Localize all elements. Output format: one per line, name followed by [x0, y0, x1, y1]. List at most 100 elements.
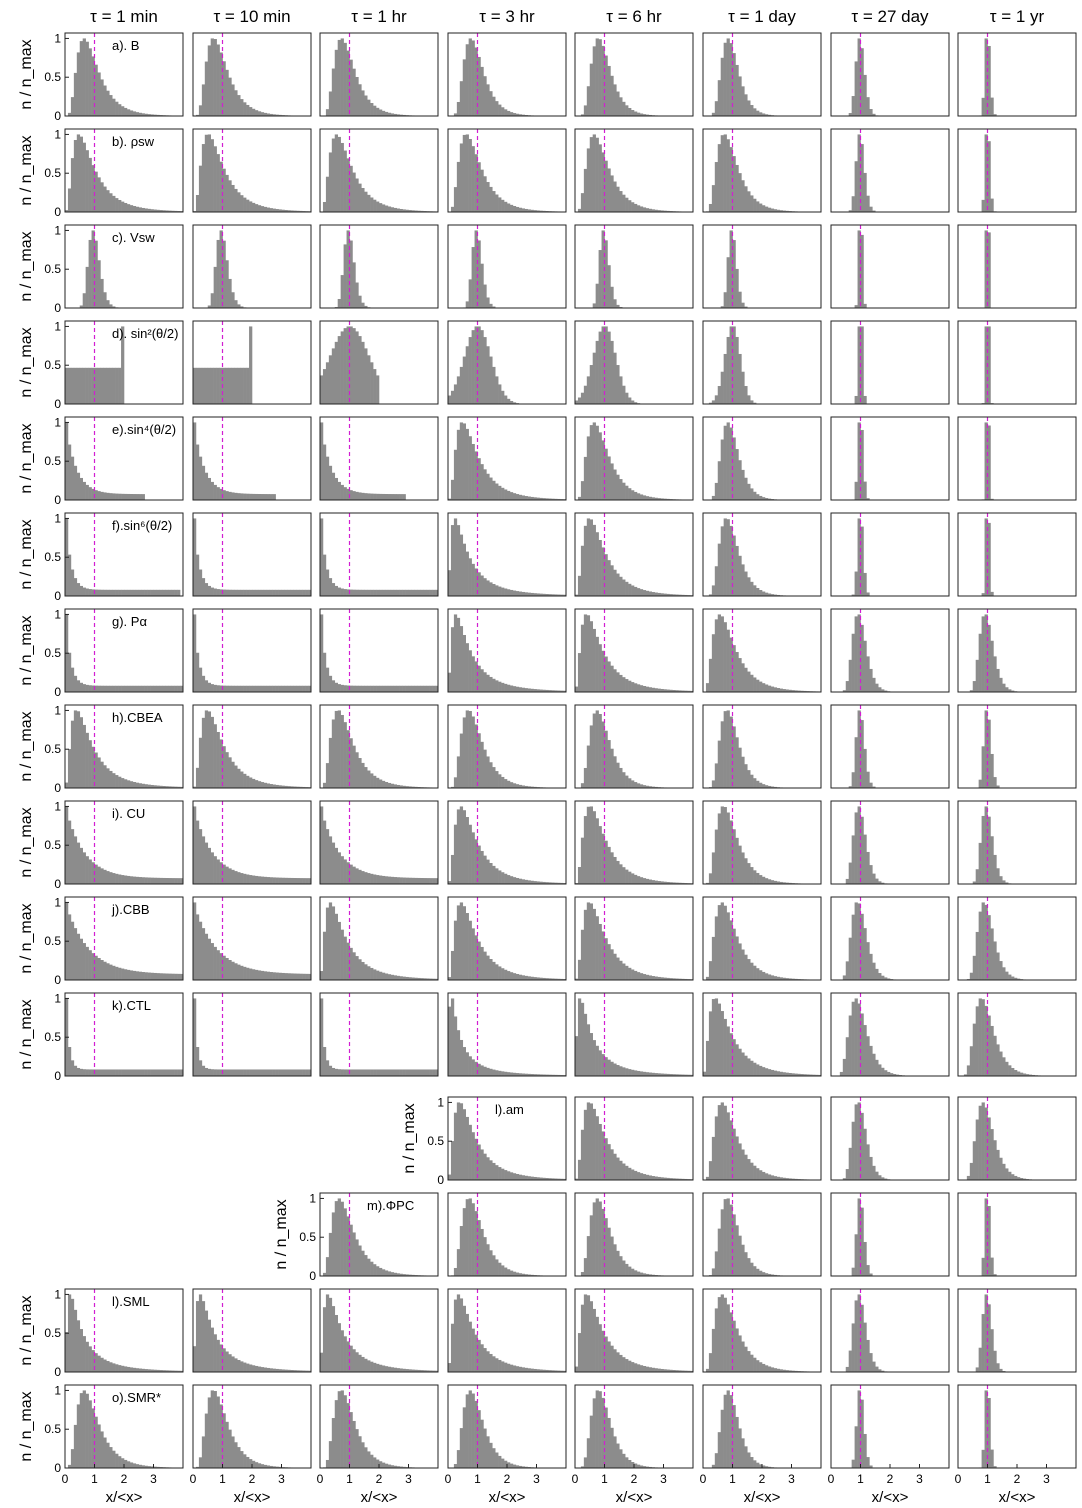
bar: [625, 198, 628, 212]
bar: [100, 279, 103, 308]
bar: [738, 1143, 741, 1180]
bar: [727, 519, 730, 596]
bar: [258, 1367, 261, 1372]
bar: [355, 1239, 358, 1276]
bar: [385, 494, 388, 500]
bar: [480, 742, 483, 788]
bar: [712, 634, 715, 692]
bar: [590, 137, 593, 212]
bar: [504, 779, 507, 788]
bar: [498, 587, 501, 596]
bar: [231, 185, 234, 212]
bar: [982, 1258, 985, 1276]
bar: [83, 1390, 86, 1468]
bar: [486, 580, 489, 596]
histogram-panel-r6-c1: [193, 609, 311, 692]
bar: [205, 62, 208, 116]
bar: [86, 1342, 89, 1372]
bar: [510, 876, 513, 884]
bar: [747, 100, 750, 116]
bar: [715, 395, 718, 404]
bar: [270, 877, 273, 884]
bar: [774, 976, 777, 980]
bar: [100, 1069, 103, 1076]
bar: [252, 779, 255, 788]
bar: [855, 1234, 858, 1276]
bar: [741, 180, 744, 212]
bar: [367, 1069, 370, 1076]
bar: [510, 492, 513, 500]
bar: [273, 972, 276, 980]
histogram-panel-r13-c2: [320, 1289, 438, 1372]
bar: [211, 139, 214, 212]
bar: [613, 182, 616, 212]
panel-label: o).SMR*: [112, 1390, 161, 1405]
bar: [234, 493, 237, 500]
bar: [367, 771, 370, 788]
bar: [370, 103, 373, 116]
bar: [849, 660, 852, 692]
histogram-panel-r8-c3: [448, 801, 566, 884]
bar: [976, 1120, 979, 1180]
histogram-panel-r5-c5: [703, 513, 821, 596]
column-header-6: τ = 27 day: [851, 7, 929, 26]
bar: [68, 821, 71, 884]
bar: [208, 939, 211, 980]
bar: [516, 974, 519, 980]
bar: [646, 208, 649, 212]
bar: [762, 1172, 765, 1180]
bar: [89, 1400, 92, 1468]
bar: [863, 641, 866, 692]
bar: [71, 97, 74, 116]
bar: [355, 752, 358, 788]
bar: [74, 676, 77, 692]
bar: [466, 301, 469, 308]
bar: [199, 1060, 202, 1076]
bar: [417, 590, 420, 596]
bar: [610, 749, 613, 788]
bar: [196, 653, 199, 692]
bar: [202, 718, 205, 788]
bar: [750, 775, 753, 788]
bar: [367, 873, 370, 884]
bar: [267, 1368, 270, 1372]
bar: [234, 963, 237, 980]
bar: [231, 492, 234, 500]
bar: [727, 1390, 730, 1468]
bar: [480, 1149, 483, 1180]
bar: [519, 879, 522, 884]
x-tick-label: 1: [219, 1472, 226, 1486]
bar: [507, 203, 510, 212]
bar: [358, 1069, 361, 1076]
bar: [625, 582, 628, 596]
bar: [211, 482, 214, 500]
bar: [507, 589, 510, 596]
bar: [335, 134, 338, 212]
bar: [495, 101, 498, 116]
bar: [86, 589, 89, 596]
bar: [587, 86, 590, 116]
bar: [469, 139, 472, 212]
bar: [721, 721, 724, 788]
bar: [246, 1364, 249, 1372]
bar: [454, 450, 457, 500]
bar: [373, 686, 376, 692]
bar: [97, 1069, 100, 1076]
bar: [852, 96, 855, 116]
bar: [593, 525, 596, 596]
bar: [159, 973, 162, 980]
bar: [86, 856, 89, 884]
bar: [875, 1060, 878, 1076]
bar: [593, 422, 596, 500]
bar: [872, 678, 875, 692]
bar: [581, 783, 584, 788]
bar: [165, 1069, 168, 1076]
bar: [139, 207, 142, 212]
bar: [83, 293, 86, 308]
bar: [100, 1358, 103, 1372]
bar: [364, 767, 367, 788]
bar: [432, 878, 435, 884]
bar: [640, 1173, 643, 1180]
bar: [469, 38, 472, 116]
bar: [385, 112, 388, 116]
